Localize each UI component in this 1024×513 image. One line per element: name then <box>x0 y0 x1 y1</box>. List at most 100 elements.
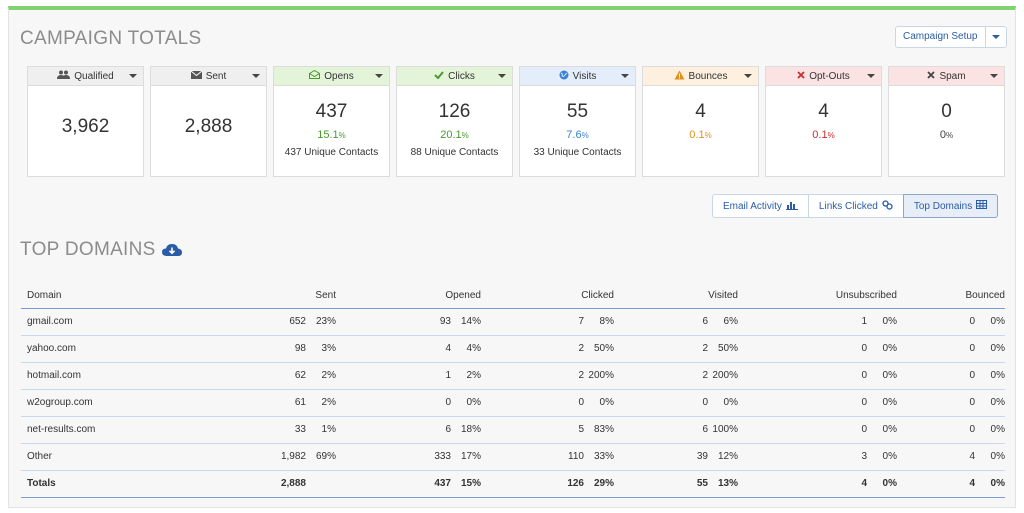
stat-card-value: 3,962 <box>61 116 110 137</box>
metric-cell: 0 0% <box>614 389 738 417</box>
metric-count: 93 <box>439 316 451 327</box>
stat-card-header[interactable]: Bounces <box>643 67 758 86</box>
domain-cell: hotmail.com <box>21 362 171 390</box>
stat-card-header[interactable]: Sent <box>151 67 266 86</box>
campaign-setup-button[interactable]: Campaign Setup <box>896 27 986 47</box>
metric-count: 5 <box>578 424 584 435</box>
metric-percent: 13% <box>717 478 738 489</box>
stat-card-clicks: Clicks 126 20.1% 88 Unique Contacts <box>396 66 513 177</box>
metric-percent: 12% <box>717 451 738 462</box>
stat-card-value: 2,888 <box>184 116 233 137</box>
stat-card-sent: Sent 2,888 <box>150 66 267 177</box>
metric-percent: 0% <box>990 478 1005 489</box>
metric-cell: 2 50% <box>614 335 738 363</box>
metric-percent: 200% <box>712 370 738 381</box>
metric-cell: 0 0% <box>897 389 1005 417</box>
chevron-down-icon[interactable] <box>375 74 383 78</box>
metric-cell: 6 18% <box>336 416 481 444</box>
metric-cell: 0 0% <box>897 308 1005 336</box>
domain-cell: w2ogroup.com <box>21 389 171 417</box>
metric-count: 4 <box>969 451 975 462</box>
metric-cell: 39 12% <box>614 443 738 471</box>
column-header-opened[interactable]: Opened <box>336 284 481 309</box>
stat-card-header[interactable]: Visits <box>520 67 635 86</box>
stat-card-bounces: Bounces 4 0.1% <box>642 66 759 177</box>
column-header-sent[interactable]: Sent <box>171 284 336 309</box>
metric-count: 6 <box>702 424 708 435</box>
table-row: Other 1,982 69% 333 17% 110 33% 39 12% 3 0% 4 0% <box>21 443 1005 471</box>
stat-card-label: Visits <box>572 70 597 82</box>
stat-card-header[interactable]: Qualified <box>28 67 143 86</box>
column-header-unsubscribed[interactable]: Unsubscribed <box>738 284 897 309</box>
metric-percent: 0% <box>990 424 1005 435</box>
chevron-down-icon[interactable] <box>621 74 629 78</box>
top-domains-table: Domain Sent Opened Clicked Visited Unsubscrib… <box>21 284 1005 498</box>
stat-card-percent: 15.1% <box>317 129 346 141</box>
stat-card-header[interactable]: Opens <box>274 67 389 86</box>
column-header-visited[interactable]: Visited <box>614 284 738 309</box>
stat-card-value: 437 <box>315 101 348 122</box>
chevron-down-icon[interactable] <box>867 74 875 78</box>
stat-card-spam: Spam 0 0% <box>888 66 1005 177</box>
metric-percent: 0% <box>882 316 897 327</box>
metric-cell: 0 0% <box>738 389 897 417</box>
top-domains-button[interactable]: Top Domains <box>902 194 999 218</box>
metric-count: 0 <box>969 370 975 381</box>
metric-count: 0 <box>861 343 867 354</box>
stat-card-header[interactable]: Opt-Outs <box>766 67 881 86</box>
metric-cell: 98 3% <box>171 335 336 363</box>
chevron-down-icon[interactable] <box>744 74 752 78</box>
stat-card-unique-contacts: 33 Unique Contacts <box>533 147 622 158</box>
link-icon <box>882 199 893 213</box>
metric-cell: 0 0% <box>336 389 481 417</box>
email-activity-button[interactable]: Email Activity <box>712 194 809 218</box>
metric-percent: 1% <box>321 424 336 435</box>
metric-count: 0 <box>861 370 867 381</box>
totals-row: Totals 2,888 437 15% 126 29% 55 13% 4 0% 4 0% <box>21 470 1005 498</box>
stat-card-label: Opens <box>324 70 354 82</box>
view-switcher: Email Activity Links Clicked Top Domains <box>712 194 999 218</box>
stat-card-unique-contacts: 88 Unique Contacts <box>410 147 499 158</box>
chevron-down-icon[interactable] <box>498 74 506 78</box>
metric-percent: 100% <box>712 424 738 435</box>
metric-cell: 0 0% <box>897 335 1005 363</box>
column-header-clicked[interactable]: Clicked <box>481 284 614 309</box>
stat-card-value: 4 <box>818 101 829 122</box>
table-row: gmail.com 652 23% 93 14% 7 8% 6 6% 1 0% 0 0% <box>21 308 1005 336</box>
metric-percent: 0% <box>990 451 1005 462</box>
metric-count: 0 <box>969 343 975 354</box>
stat-card-value: 126 <box>438 101 471 122</box>
column-header-bounced[interactable]: Bounced <box>897 284 1005 309</box>
metric-count: 1 <box>445 370 451 381</box>
domain-cell: yahoo.com <box>21 335 171 363</box>
metric-cell: 4 0% <box>738 470 897 498</box>
campaign-setup-button-group[interactable]: Campaign Setup <box>895 26 1007 48</box>
metric-percent: 8% <box>599 316 614 327</box>
stat-card-header[interactable]: Clicks <box>397 67 512 86</box>
stat-card-value: 55 <box>566 101 589 122</box>
metric-count: 4 <box>861 478 867 489</box>
table-row: net-results.com 33 1% 6 18% 5 83% 6 100% 0 0% 0 0% <box>21 416 1005 444</box>
links-clicked-button[interactable]: Links Clicked <box>807 194 904 218</box>
chevron-down-icon[interactable] <box>990 74 998 78</box>
metric-percent: 0% <box>990 343 1005 354</box>
campaign-setup-dropdown[interactable] <box>986 27 1006 47</box>
metric-percent: 0% <box>882 397 897 408</box>
stat-card-value: 4 <box>695 101 706 122</box>
column-header-domain[interactable]: Domain <box>21 284 171 309</box>
metric-percent: 0% <box>466 397 481 408</box>
stat-card-header[interactable]: Spam <box>889 67 1004 86</box>
metric-percent: 0% <box>990 397 1005 408</box>
table-row: w2ogroup.com 61 2% 0 0% 0 0% 0 0% 0 0% 0 0% <box>21 389 1005 417</box>
metric-percent: 4% <box>466 343 481 354</box>
metric-percent: 2% <box>321 397 336 408</box>
stat-card-percent: 0.1% <box>812 129 835 141</box>
metric-count: 0 <box>861 397 867 408</box>
chevron-down-icon[interactable] <box>129 74 137 78</box>
chevron-down-icon[interactable] <box>252 74 260 78</box>
metric-cell: 0 0% <box>897 362 1005 390</box>
metric-percent: 17% <box>460 451 481 462</box>
cloud-download-icon[interactable] <box>161 243 182 257</box>
metric-count: 6 <box>445 424 451 435</box>
metric-percent: 0% <box>882 478 897 489</box>
